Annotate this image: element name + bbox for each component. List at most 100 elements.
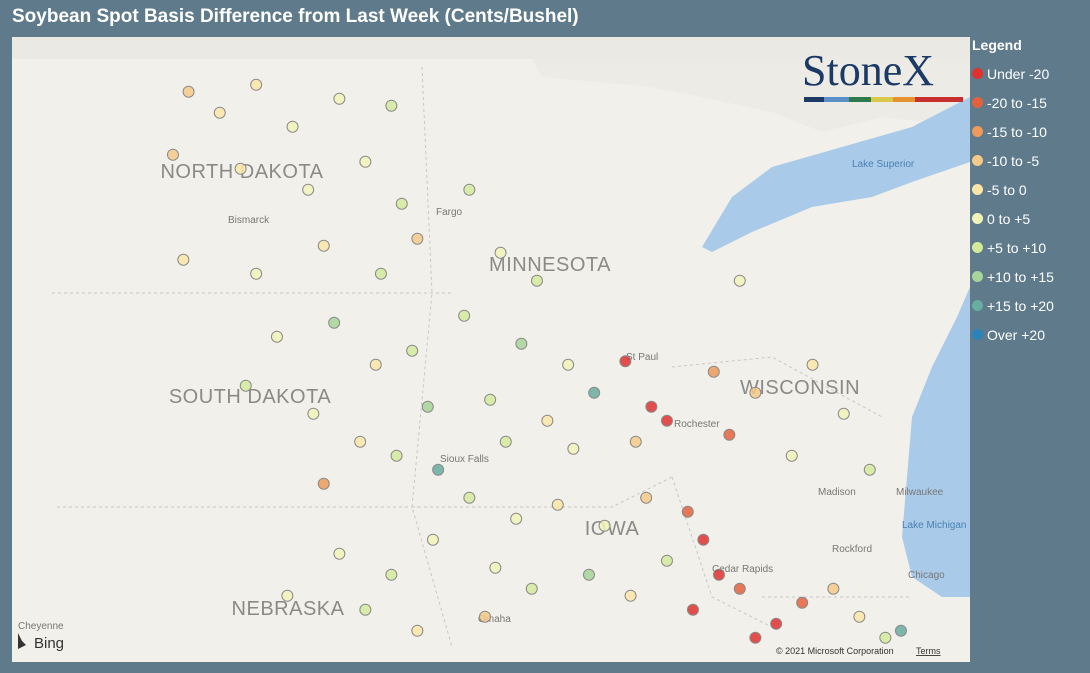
legend-item: -20 to -15: [972, 88, 1090, 117]
map-background: [12, 37, 970, 662]
basis-point: [582, 568, 595, 581]
basis-point: [686, 603, 699, 616]
legend-item: -10 to -5: [972, 146, 1090, 175]
legend-swatch: [972, 97, 983, 108]
city-label: Milwaukee: [896, 487, 944, 498]
basis-point: [551, 498, 564, 511]
state-label: WISCONSIN: [740, 377, 860, 399]
legend-label: -10 to -5: [987, 152, 1040, 169]
lake-label: Lake Superior: [852, 159, 915, 170]
logo-stripe: [824, 97, 849, 102]
logo-stripe: [804, 97, 824, 102]
legend: Legend Under -20 -20 to -15 -15 to -10 -10 …: [972, 37, 1090, 349]
basis-point: [624, 589, 637, 602]
basis-point: [250, 267, 263, 280]
basis-point: [239, 379, 252, 392]
basis-point: [359, 603, 372, 616]
basis-point: [499, 435, 512, 448]
legend-label: +10 to +15: [987, 268, 1054, 285]
legend-label: Over +20: [987, 326, 1045, 343]
legend-item: 0 to +5: [972, 204, 1090, 233]
basis-point: [567, 442, 580, 455]
logo-stripe: [871, 97, 893, 102]
basis-point: [541, 414, 554, 427]
basis-point: [333, 92, 346, 105]
basis-point: [806, 358, 819, 371]
basis-point: [894, 624, 907, 637]
legend-swatch: [972, 213, 983, 224]
bing-label: Bing: [34, 635, 64, 652]
basis-point: [166, 148, 179, 161]
basis-point: [458, 309, 471, 322]
basis-point: [307, 407, 320, 420]
basis-point: [406, 344, 419, 357]
basis-point: [234, 162, 247, 175]
city-label: Cedar Rapids: [712, 564, 773, 575]
basis-point: [494, 246, 507, 259]
basis-point: [619, 355, 632, 368]
lake-superior: [702, 97, 970, 252]
basis-point: [484, 393, 497, 406]
legend-swatch: [972, 271, 983, 282]
basis-point: [359, 155, 372, 168]
lake-michigan: [902, 287, 970, 597]
legend-items: Under -20 -20 to -15 -15 to -10 -10 to -5 -5…: [972, 59, 1090, 349]
basis-point: [525, 582, 538, 595]
state-label: IOWA: [585, 518, 640, 540]
basis-point: [354, 435, 367, 448]
basis-point: [411, 232, 424, 245]
legend-item: +10 to +15: [972, 262, 1090, 291]
basis-point: [562, 358, 575, 371]
basis-point: [785, 449, 798, 462]
legend-swatch: [972, 329, 983, 340]
state-label: MINNESOTA: [489, 254, 611, 276]
basis-point: [286, 120, 299, 133]
state-label: SOUTH DAKOTA: [169, 386, 331, 408]
basis-point: [837, 407, 850, 420]
basis-point: [598, 519, 611, 532]
copyright: © 2021 Microsoft Corporation: [776, 646, 894, 656]
city-label: Omaha: [478, 614, 511, 625]
basis-point: [681, 505, 694, 518]
basis-point: [853, 610, 866, 623]
map: NORTH DAKOTA SOUTH DAKOTA MINNESOTA WISC…: [12, 37, 970, 662]
city-label: Fargo: [436, 207, 463, 218]
basis-point: [390, 449, 403, 462]
logo: StoneX: [802, 46, 934, 95]
basis-point: [463, 183, 476, 196]
legend-item: +15 to +20: [972, 291, 1090, 320]
legend-label: +5 to +10: [987, 239, 1047, 256]
legend-item: +5 to +10: [972, 233, 1090, 262]
legend-label: -5 to 0: [987, 181, 1027, 198]
title: Soybean Spot Basis Difference from Last …: [12, 6, 579, 27]
basis-point: [733, 274, 746, 287]
city-label: Rockford: [832, 544, 872, 555]
basis-point: [827, 582, 840, 595]
basis-point: [697, 533, 710, 546]
logo-stripe: [893, 97, 915, 102]
legend-swatch: [972, 126, 983, 137]
terms-link[interactable]: Terms: [916, 646, 941, 656]
legend-label: -15 to -10: [987, 123, 1047, 140]
basis-point: [213, 106, 226, 119]
state-label: NEBRASKA: [232, 598, 345, 620]
basis-point: [463, 491, 476, 504]
lake-label: Lake Michigan: [902, 520, 966, 531]
legend-label: 0 to +5: [987, 210, 1031, 227]
city-label: Madison: [818, 487, 856, 498]
basis-point: [712, 568, 725, 581]
basis-point: [421, 400, 434, 413]
legend-swatch: [972, 184, 983, 195]
basis-point: [489, 561, 502, 574]
basis-point: [426, 533, 439, 546]
legend-label: Under -20: [987, 65, 1050, 82]
logo-stripe: [849, 97, 871, 102]
legend-swatch: [972, 68, 983, 79]
basis-point: [515, 337, 528, 350]
basis-point: [411, 624, 424, 637]
basis-point: [281, 589, 294, 602]
basis-point: [177, 253, 190, 266]
basis-point: [510, 512, 523, 525]
legend-item: -15 to -10: [972, 117, 1090, 146]
basis-point: [660, 554, 673, 567]
